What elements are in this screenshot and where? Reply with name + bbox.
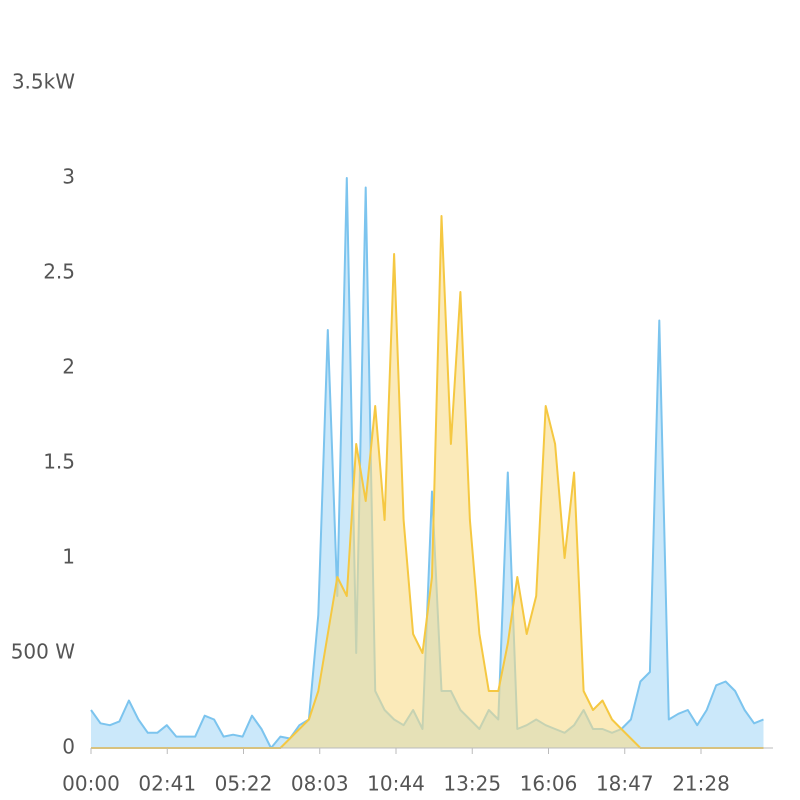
x-tick-label: 00:00 (62, 772, 120, 796)
area-fill (91, 216, 764, 748)
y-tick-label: 0 (62, 735, 75, 759)
x-tick-label: 21:28 (672, 772, 730, 796)
y-tick-label: 3 (62, 165, 75, 189)
y-tick-label: 2.5 (43, 260, 75, 284)
y-tick-label: 2 (62, 355, 75, 379)
y-tick-label: 500 W (11, 640, 76, 664)
x-tick-label: 13:25 (443, 772, 501, 796)
x-tick-label: 02:41 (138, 772, 196, 796)
x-tick-label: 16:06 (520, 772, 578, 796)
x-tick-label: 18:47 (596, 772, 654, 796)
y-tick-label: 3.5kW (12, 70, 75, 94)
x-tick-label: 10:44 (367, 772, 425, 796)
y-tick-label: 1 (62, 545, 75, 569)
x-tick-label: 08:03 (291, 772, 349, 796)
x-tick-label: 05:22 (215, 772, 273, 796)
y-tick-label: 1.5 (43, 450, 75, 474)
